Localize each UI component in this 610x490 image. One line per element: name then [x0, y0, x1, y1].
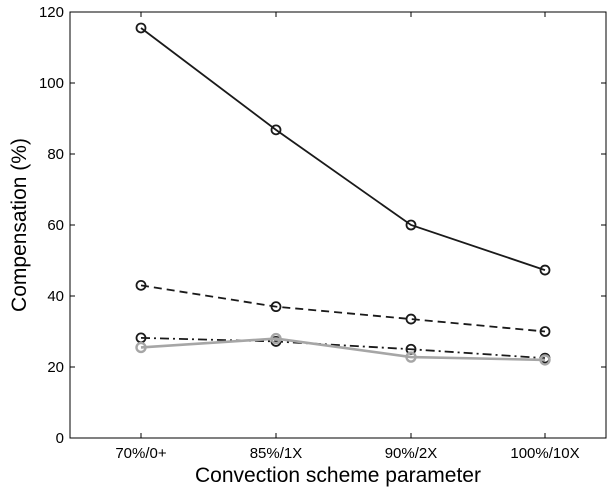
series-line: [140, 336, 546, 360]
data-point-marker: [270, 124, 282, 136]
series-1: [135, 22, 551, 276]
y-tick-label: 0: [56, 430, 64, 447]
data-point-marker: [135, 22, 147, 34]
data-point-marker: [135, 341, 147, 354]
x-axis-label: Convection scheme parameter: [195, 464, 481, 487]
data-point-marker: [539, 354, 551, 366]
y-tick-label: 20: [47, 359, 64, 376]
x-tick-label: 70%/0+: [115, 445, 167, 462]
data-point-marker: [270, 332, 282, 345]
y-tick-label: 100: [39, 75, 64, 92]
y-axis-label: Compensation (%): [8, 138, 31, 312]
data-point-marker: [405, 351, 417, 363]
series-line: [140, 27, 546, 271]
y-tick-label: 40: [47, 288, 64, 305]
series-layer: [135, 22, 551, 366]
data-point-marker: [405, 313, 417, 325]
plot-area: [69, 11, 607, 439]
data-point-marker: [405, 219, 417, 231]
y-tick-label: 60: [47, 217, 64, 234]
series-2: [135, 279, 551, 337]
x-axis-ticks: 70%/0+ 85%/1X 90%/2X 100%/10X: [115, 12, 580, 462]
series-line: [140, 337, 546, 362]
y-axis-ticks: 0 20 40 60 80 100 120: [39, 4, 606, 447]
y-tick-label: 80: [47, 146, 64, 163]
data-point-marker: [270, 301, 282, 313]
x-tick-label: 100%/10X: [510, 445, 579, 462]
y-tick-label: 120: [39, 4, 64, 21]
data-point-marker: [135, 279, 147, 291]
x-tick-label: 90%/2X: [385, 445, 438, 462]
data-point-marker: [539, 326, 551, 337]
series-4: [135, 332, 551, 366]
series-line: [140, 284, 546, 333]
x-tick-label: 85%/1X: [250, 445, 303, 462]
data-point-marker: [539, 264, 551, 276]
